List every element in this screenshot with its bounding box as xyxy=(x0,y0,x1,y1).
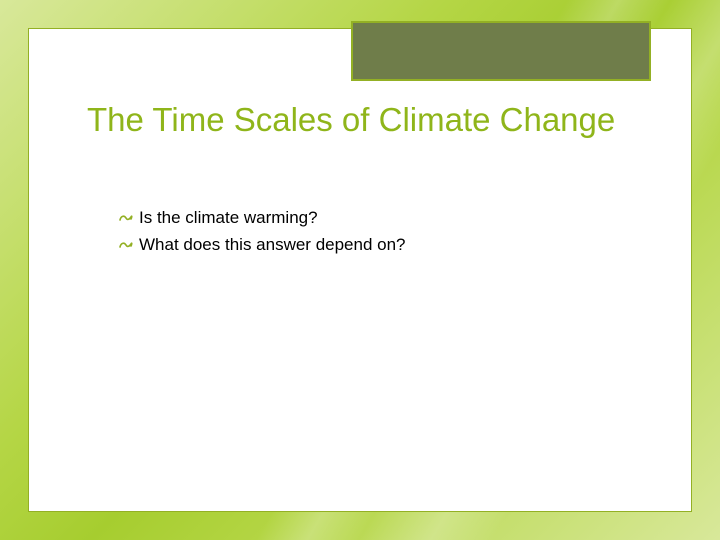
swirl-icon xyxy=(119,211,133,229)
list-item: Is the climate warming? xyxy=(119,207,651,230)
list-item: What does this answer depend on? xyxy=(119,234,651,257)
corner-accent-box xyxy=(351,21,651,81)
bullet-list: Is the climate warming? What does this a… xyxy=(119,207,651,261)
slide-title: The Time Scales of Climate Change xyxy=(87,101,651,139)
swirl-icon xyxy=(119,238,133,256)
bullet-text: Is the climate warming? xyxy=(139,207,318,230)
bullet-text: What does this answer depend on? xyxy=(139,234,406,257)
content-frame: The Time Scales of Climate Change Is the… xyxy=(28,28,692,512)
